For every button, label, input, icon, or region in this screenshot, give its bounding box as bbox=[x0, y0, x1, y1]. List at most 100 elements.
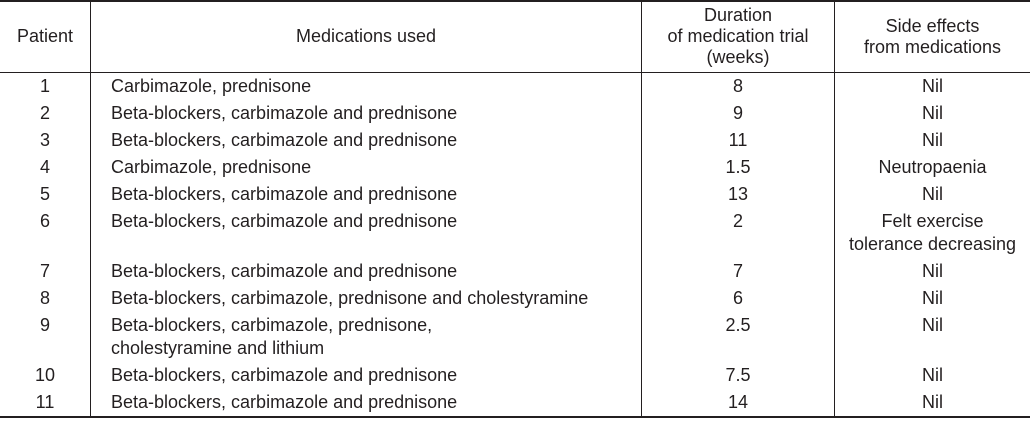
cell-duration-line: 13 bbox=[727, 183, 749, 204]
cell-side-effects: Nil bbox=[834, 388, 1030, 418]
cell-medications-line: cholestyramine and lithium bbox=[111, 337, 325, 358]
header-row: Patient Medications used Duration of med… bbox=[0, 0, 1030, 73]
cell-patient: 9 bbox=[0, 311, 91, 362]
cell-duration-line: 7 bbox=[732, 260, 743, 281]
cell-side-effects: Nil bbox=[835, 127, 1030, 154]
table-row: 7 Beta-blockers, carbimazole and predniso… bbox=[0, 257, 1030, 285]
cell-patient: 11 bbox=[0, 388, 91, 418]
cell-duration: 8 bbox=[641, 72, 835, 100]
cell-patient: 1 bbox=[0, 72, 91, 100]
cell-duration: 9 bbox=[641, 99, 835, 127]
cell-medications: Beta-blockers, carbimazole, prednisone, c… bbox=[90, 311, 642, 362]
cell-medications: Beta-blockers, carbimazole and prednison… bbox=[90, 126, 642, 154]
table-row: 1 Carbimazole, prednisone 8 Nil bbox=[0, 72, 1030, 100]
cell-duration: 1.5 bbox=[641, 153, 835, 181]
cell-medications-line: Carbimazole, prednisone bbox=[111, 156, 312, 177]
cell-patient: 10 bbox=[0, 361, 91, 389]
cell-patient-line: 6 bbox=[39, 210, 50, 231]
table-body: 1 Carbimazole, prednisone 8 Nil 2 Beta-blocke… bbox=[0, 72, 1030, 418]
cell-patient-line: 5 bbox=[39, 183, 50, 204]
cell-medications-line: Beta-blockers, carbimazole and prednison… bbox=[111, 102, 458, 123]
cell-patient: 8 bbox=[0, 284, 91, 312]
table-row: 4 Carbimazole, prednisone 1.5 Neutropaenia bbox=[0, 153, 1030, 181]
cell-medications-line: Beta-blockers, carbimazole and prednison… bbox=[111, 364, 458, 385]
cell-duration-line: 8 bbox=[732, 75, 743, 96]
cell-medications: Carbimazole, prednisone bbox=[90, 153, 642, 181]
cell-side-effects-line: tolerance decreasing bbox=[848, 233, 1017, 254]
header-patient: Patient bbox=[0, 0, 91, 73]
cell-duration: 13 bbox=[641, 180, 835, 208]
cell-side-effects: Nil bbox=[835, 362, 1030, 389]
cell-medications-line: Carbimazole, prednisone bbox=[111, 75, 312, 96]
table-row: 9 Beta-blockers, carbimazole, prednisone,… bbox=[0, 311, 1030, 362]
cell-patient: 3 bbox=[0, 126, 91, 154]
cell-side-effects-line: Nil bbox=[922, 391, 943, 412]
table-row: 6 Beta-blockers, carbimazole and predniso… bbox=[0, 207, 1030, 258]
cell-side-effects: Nil bbox=[835, 258, 1030, 285]
table-row: 5 Beta-blockers, carbimazole and predniso… bbox=[0, 180, 1030, 208]
cell-medications: Beta-blockers, carbimazole and prednison… bbox=[90, 361, 642, 389]
cell-duration: 7.5 bbox=[641, 361, 835, 389]
cell-side-effects: Nil bbox=[835, 312, 1030, 362]
table-row: 3 Beta-blockers, carbimazole and predniso… bbox=[0, 126, 1030, 154]
cell-medications: Beta-blockers, carbimazole and prednison… bbox=[90, 99, 642, 127]
cell-patient: 4 bbox=[0, 153, 91, 181]
table-row: 2 Beta-blockers, carbimazole and predniso… bbox=[0, 99, 1030, 127]
cell-medications: Beta-blockers, carbimazole and prednison… bbox=[90, 207, 642, 258]
header-line: Duration bbox=[703, 5, 773, 26]
table-row: 10 Beta-blockers, carbimazole and prednis… bbox=[0, 361, 1030, 389]
cell-duration-line: 2.5 bbox=[725, 314, 751, 335]
cell-medications-line: Beta-blockers, carbimazole and prednison… bbox=[111, 129, 458, 150]
cell-duration: 7 bbox=[641, 257, 835, 285]
header-line: (weeks) bbox=[706, 47, 770, 68]
cell-patient-line: 1 bbox=[39, 75, 50, 96]
table-row: 11 Beta-blockers, carbimazole and prednis… bbox=[0, 388, 1030, 418]
cell-side-effects-line: Nil bbox=[922, 183, 943, 204]
cell-duration-line: 7.5 bbox=[725, 364, 751, 385]
cell-patient-line: 8 bbox=[39, 287, 50, 308]
cell-side-effects: Nil bbox=[835, 72, 1030, 100]
cell-duration-line: 2 bbox=[732, 210, 743, 231]
cell-patient-line: 4 bbox=[39, 156, 50, 177]
cell-medications-line: Beta-blockers, carbimazole and prednison… bbox=[111, 260, 458, 281]
cell-side-effects: Nil bbox=[835, 100, 1030, 127]
cell-side-effects-line: Nil bbox=[922, 129, 943, 150]
cell-duration: 2.5 bbox=[641, 311, 835, 362]
header-line: from medications bbox=[863, 36, 1002, 57]
cell-patient-line: 9 bbox=[39, 314, 50, 335]
cell-side-effects-line: Nil bbox=[922, 287, 943, 308]
cell-medications: Carbimazole, prednisone bbox=[90, 72, 642, 100]
cell-side-effects-line: Nil bbox=[922, 260, 943, 281]
cell-medications: Beta-blockers, carbimazole and prednison… bbox=[90, 180, 642, 208]
cell-patient: 2 bbox=[0, 99, 91, 127]
header-medications: Medications used bbox=[90, 0, 642, 73]
header-line: Side effects bbox=[885, 15, 980, 36]
cell-medications-line: Beta-blockers, carbimazole, prednisone a… bbox=[111, 287, 589, 308]
header-duration: Duration of medication trial (weeks) bbox=[641, 0, 835, 73]
cell-medications: Beta-blockers, carbimazole, prednisone a… bbox=[90, 284, 642, 312]
cell-patient-line: 3 bbox=[39, 129, 50, 150]
cell-patient: 7 bbox=[0, 257, 91, 285]
cell-side-effects-line: Felt exercise bbox=[881, 210, 984, 231]
cell-side-effects-line: Neutropaenia bbox=[878, 156, 987, 177]
cell-duration-line: 11 bbox=[728, 129, 748, 150]
cell-patient: 5 bbox=[0, 180, 91, 208]
cell-medications-line: Beta-blockers, carbimazole and prednison… bbox=[111, 210, 458, 231]
cell-duration: 14 bbox=[641, 388, 835, 418]
cell-patient-line: 7 bbox=[39, 260, 50, 281]
cell-side-effects: Felt exercise tolerance decreasing bbox=[835, 208, 1030, 258]
cell-medications-line: Beta-blockers, carbimazole, prednisone, bbox=[111, 314, 433, 335]
cell-side-effects: Nil bbox=[835, 181, 1030, 208]
cell-duration: 11 bbox=[641, 126, 835, 154]
cell-duration: 6 bbox=[641, 284, 835, 312]
cell-patient-line: 10 bbox=[34, 364, 56, 385]
cell-duration-line: 14 bbox=[727, 391, 749, 412]
cell-duration-line: 6 bbox=[732, 287, 743, 308]
cell-patient-line: 2 bbox=[39, 102, 50, 123]
cell-medications-line: Beta-blockers, carbimazole and prednison… bbox=[111, 183, 458, 204]
cell-side-effects-line: Nil bbox=[922, 102, 943, 123]
table-row: 8 Beta-blockers, carbimazole, prednisone … bbox=[0, 284, 1030, 312]
cell-side-effects: Nil bbox=[835, 285, 1030, 312]
header-side-effects: Side effects from medications bbox=[834, 0, 1030, 73]
